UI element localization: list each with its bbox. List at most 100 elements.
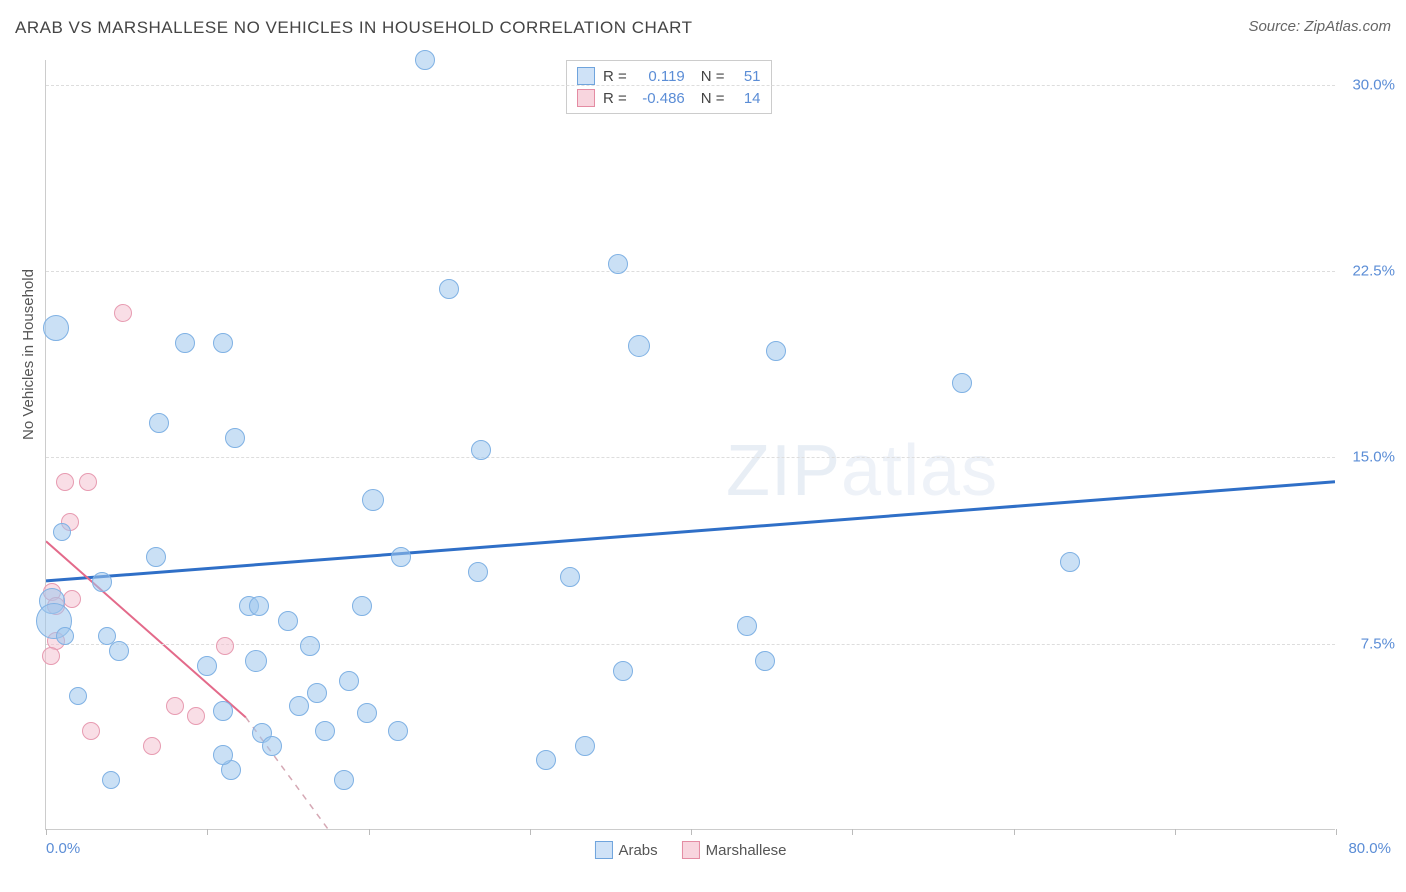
source-label: Source: ZipAtlas.com — [1248, 18, 1391, 35]
data-point-arabs — [102, 771, 120, 789]
y-tick-label: 7.5% — [1340, 635, 1395, 652]
x-tick — [1336, 829, 1337, 835]
data-point-arabs — [262, 736, 282, 756]
data-point-arabs — [213, 745, 233, 765]
watermark: ZIPatlas — [726, 430, 998, 512]
data-point-arabs — [608, 254, 628, 274]
data-point-arabs — [339, 671, 359, 691]
data-point-arabs — [334, 770, 354, 790]
x-tick — [691, 829, 692, 835]
legend-swatch — [682, 841, 700, 859]
data-point-arabs — [357, 703, 377, 723]
data-point-arabs — [391, 547, 411, 567]
legend-r-value: -0.486 — [635, 90, 685, 107]
data-point-arabs — [56, 627, 74, 645]
data-point-marshallese — [79, 473, 97, 491]
data-point-marshallese — [114, 304, 132, 322]
data-point-arabs — [98, 627, 116, 645]
legend-swatch — [577, 67, 595, 85]
data-point-arabs — [225, 428, 245, 448]
legend-n-value: 51 — [733, 68, 761, 85]
legend-row: R = -0.486 N = 14 — [577, 87, 761, 109]
data-point-arabs — [146, 547, 166, 567]
grid-line — [46, 644, 1335, 645]
data-point-arabs — [69, 687, 87, 705]
data-point-arabs — [300, 636, 320, 656]
grid-line — [46, 85, 1335, 86]
data-point-marshallese — [63, 590, 81, 608]
data-point-arabs — [315, 721, 335, 741]
data-point-arabs — [362, 489, 384, 511]
legend-n-value: 14 — [733, 90, 761, 107]
data-point-arabs — [468, 562, 488, 582]
x-tick — [46, 829, 47, 835]
y-tick-label: 30.0% — [1340, 76, 1395, 93]
data-point-arabs — [289, 696, 309, 716]
legend-n-label: N = — [701, 90, 725, 107]
legend-label: Arabs — [618, 842, 657, 859]
x-tick-label: 0.0% — [46, 840, 80, 857]
data-point-arabs — [415, 50, 435, 70]
data-point-arabs — [755, 651, 775, 671]
data-point-arabs — [213, 333, 233, 353]
data-point-arabs — [245, 650, 267, 672]
data-point-arabs — [471, 440, 491, 460]
data-point-arabs — [352, 596, 372, 616]
grid-line — [46, 271, 1335, 272]
legend-item: Marshallese — [682, 841, 787, 859]
trend-line — [46, 482, 1335, 581]
chart-title: ARAB VS MARSHALLESE NO VEHICLES IN HOUSE… — [15, 18, 692, 38]
data-point-marshallese — [166, 697, 184, 715]
legend-label: Marshallese — [706, 842, 787, 859]
data-point-marshallese — [143, 737, 161, 755]
legend-r-label: R = — [603, 90, 627, 107]
data-point-arabs — [613, 661, 633, 681]
data-point-arabs — [766, 341, 786, 361]
data-point-marshallese — [56, 473, 74, 491]
data-point-arabs — [149, 413, 169, 433]
plot-area: ZIPatlas R = 0.119 N = 51 R = -0.486 N =… — [45, 60, 1335, 830]
x-tick — [369, 829, 370, 835]
x-tick — [207, 829, 208, 835]
data-point-arabs — [213, 701, 233, 721]
y-tick-label: 22.5% — [1340, 263, 1395, 280]
data-point-arabs — [439, 279, 459, 299]
x-tick — [1175, 829, 1176, 835]
data-point-arabs — [175, 333, 195, 353]
data-point-arabs — [1060, 552, 1080, 572]
data-point-arabs — [92, 572, 112, 592]
data-point-arabs — [43, 315, 69, 341]
data-point-marshallese — [42, 647, 60, 665]
x-tick-label: 80.0% — [1348, 840, 1391, 857]
data-point-arabs — [737, 616, 757, 636]
legend-swatch — [594, 841, 612, 859]
data-point-arabs — [197, 656, 217, 676]
data-point-arabs — [278, 611, 298, 631]
data-point-marshallese — [187, 707, 205, 725]
y-tick-label: 15.0% — [1340, 449, 1395, 466]
data-point-marshallese — [82, 722, 100, 740]
data-point-arabs — [536, 750, 556, 770]
data-point-marshallese — [216, 637, 234, 655]
data-point-arabs — [53, 523, 71, 541]
data-point-arabs — [575, 736, 595, 756]
legend-item: Arabs — [594, 841, 657, 859]
data-point-arabs — [952, 373, 972, 393]
y-axis-title: No Vehicles in Household — [20, 269, 37, 440]
legend-swatch — [577, 89, 595, 107]
data-point-arabs — [388, 721, 408, 741]
legend-n-label: N = — [701, 68, 725, 85]
data-point-arabs — [628, 335, 650, 357]
data-point-arabs — [249, 596, 269, 616]
x-tick — [1014, 829, 1015, 835]
legend-row: R = 0.119 N = 51 — [577, 65, 761, 87]
grid-line — [46, 457, 1335, 458]
legend-r-value: 0.119 — [635, 68, 685, 85]
x-tick — [530, 829, 531, 835]
data-point-arabs — [307, 683, 327, 703]
legend-r-label: R = — [603, 68, 627, 85]
x-tick — [852, 829, 853, 835]
series-legend: Arabs Marshallese — [594, 841, 786, 859]
data-point-arabs — [560, 567, 580, 587]
correlation-legend: R = 0.119 N = 51 R = -0.486 N = 14 — [566, 60, 772, 114]
